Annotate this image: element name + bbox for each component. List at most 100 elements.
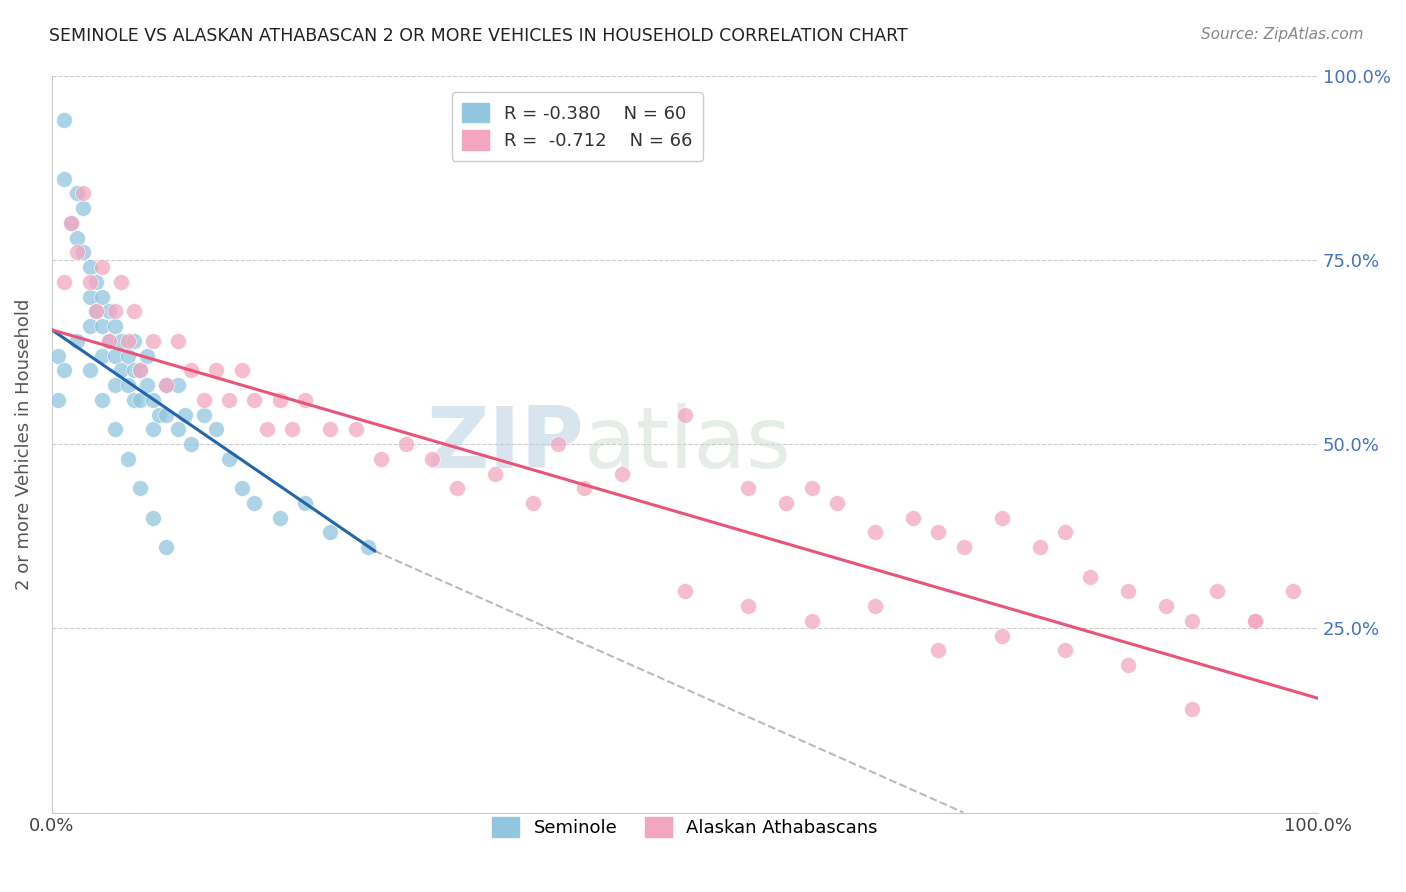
- Point: [129, 481, 152, 495]
- Point: [155, 408, 177, 422]
- Point: [927, 525, 949, 540]
- Point: [72, 201, 94, 215]
- Point: [155, 540, 177, 554]
- Point: [1116, 584, 1139, 599]
- Point: [66, 186, 89, 201]
- Point: [927, 643, 949, 657]
- Point: [142, 334, 165, 348]
- Point: [990, 510, 1012, 524]
- Point: [218, 451, 240, 466]
- Point: [1281, 584, 1303, 599]
- Point: [243, 496, 266, 510]
- Point: [97, 304, 120, 318]
- Point: [91, 392, 114, 407]
- Point: [79, 290, 101, 304]
- Point: [1243, 614, 1265, 628]
- Point: [110, 275, 132, 289]
- Point: [952, 540, 974, 554]
- Point: [129, 363, 152, 377]
- Point: [167, 378, 190, 392]
- Point: [1243, 614, 1265, 628]
- Point: [59, 216, 82, 230]
- Point: [66, 334, 89, 348]
- Point: [104, 378, 127, 392]
- Point: [205, 363, 228, 377]
- Point: [193, 392, 215, 407]
- Point: [256, 422, 278, 436]
- Point: [72, 245, 94, 260]
- Point: [800, 614, 823, 628]
- Point: [231, 481, 253, 495]
- Point: [122, 363, 145, 377]
- Point: [167, 334, 190, 348]
- Point: [395, 437, 418, 451]
- Point: [122, 392, 145, 407]
- Point: [1053, 525, 1076, 540]
- Point: [155, 378, 177, 392]
- Point: [281, 422, 304, 436]
- Point: [420, 451, 443, 466]
- Point: [1116, 658, 1139, 673]
- Text: SEMINOLE VS ALASKAN ATHABASCAN 2 OR MORE VEHICLES IN HOUSEHOLD CORRELATION CHART: SEMINOLE VS ALASKAN ATHABASCAN 2 OR MORE…: [49, 27, 908, 45]
- Point: [84, 304, 107, 318]
- Point: [46, 392, 69, 407]
- Point: [79, 260, 101, 274]
- Point: [673, 408, 696, 422]
- Point: [142, 422, 165, 436]
- Point: [122, 304, 145, 318]
- Point: [97, 334, 120, 348]
- Point: [91, 319, 114, 334]
- Point: [104, 349, 127, 363]
- Point: [117, 378, 139, 392]
- Point: [155, 378, 177, 392]
- Point: [129, 392, 152, 407]
- Point: [142, 392, 165, 407]
- Point: [990, 629, 1012, 643]
- Point: [1053, 643, 1076, 657]
- Point: [205, 422, 228, 436]
- Point: [863, 525, 886, 540]
- Point: [84, 275, 107, 289]
- Point: [91, 290, 114, 304]
- Point: [1180, 702, 1202, 716]
- Point: [825, 496, 848, 510]
- Text: ZIP: ZIP: [426, 402, 583, 485]
- Point: [122, 334, 145, 348]
- Point: [117, 349, 139, 363]
- Point: [294, 392, 316, 407]
- Point: [737, 599, 759, 614]
- Point: [148, 408, 170, 422]
- Point: [66, 245, 89, 260]
- Point: [484, 467, 506, 481]
- Point: [104, 304, 127, 318]
- Legend: Seminole, Alaskan Athabascans: Seminole, Alaskan Athabascans: [485, 810, 884, 844]
- Point: [522, 496, 544, 510]
- Text: Source: ZipAtlas.com: Source: ZipAtlas.com: [1201, 27, 1364, 42]
- Point: [66, 230, 89, 244]
- Point: [344, 422, 367, 436]
- Point: [117, 334, 139, 348]
- Point: [53, 275, 76, 289]
- Point: [269, 510, 291, 524]
- Point: [547, 437, 569, 451]
- Point: [79, 363, 101, 377]
- Point: [800, 481, 823, 495]
- Point: [72, 186, 94, 201]
- Point: [53, 112, 76, 127]
- Point: [135, 349, 157, 363]
- Point: [91, 260, 114, 274]
- Point: [193, 408, 215, 422]
- Point: [91, 349, 114, 363]
- Point: [319, 525, 342, 540]
- Point: [104, 422, 127, 436]
- Point: [104, 319, 127, 334]
- Point: [243, 392, 266, 407]
- Point: [231, 363, 253, 377]
- Point: [370, 451, 392, 466]
- Point: [180, 437, 202, 451]
- Point: [737, 481, 759, 495]
- Point: [97, 334, 120, 348]
- Point: [901, 510, 924, 524]
- Point: [180, 363, 202, 377]
- Point: [294, 496, 316, 510]
